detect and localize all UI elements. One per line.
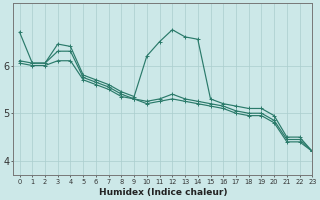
X-axis label: Humidex (Indice chaleur): Humidex (Indice chaleur) <box>99 188 227 197</box>
